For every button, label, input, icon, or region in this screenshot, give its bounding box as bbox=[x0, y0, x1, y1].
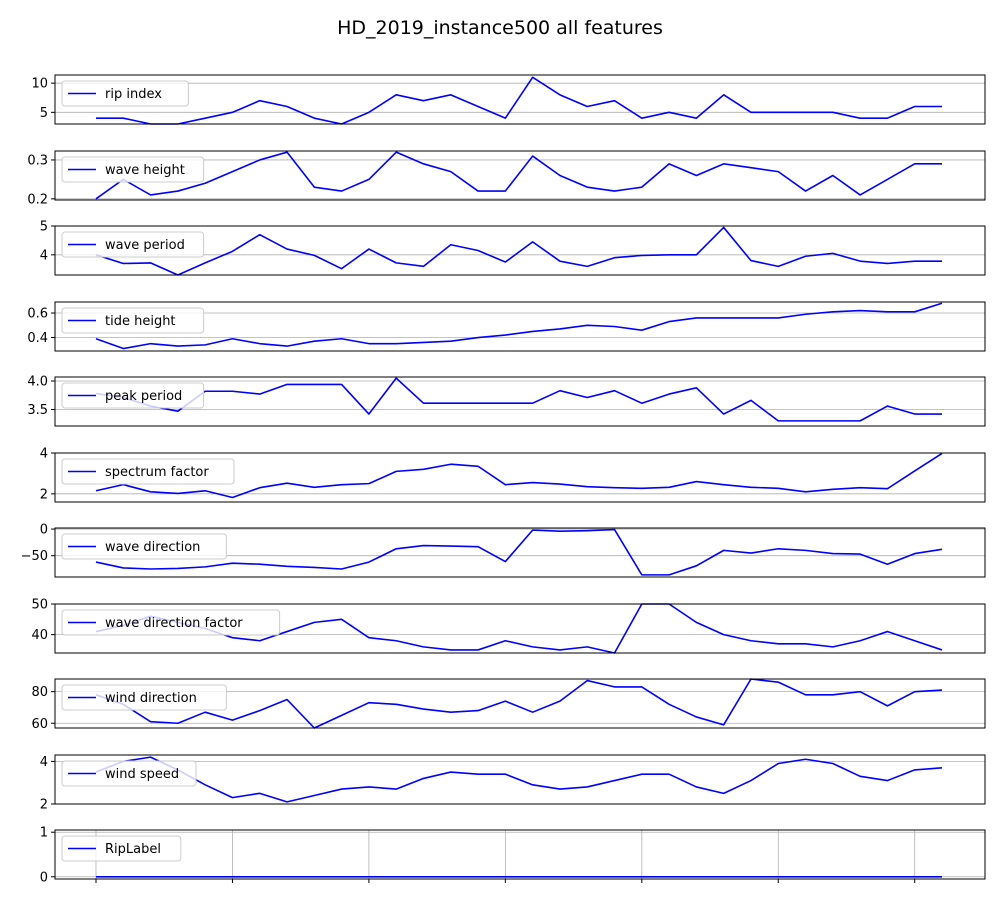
legend-label: peak period bbox=[105, 389, 182, 404]
series-line bbox=[95, 302, 943, 350]
y-tick-label: 0.2 bbox=[27, 192, 48, 207]
y-tick-label: 4 bbox=[40, 248, 48, 263]
panel-peak-period: 3.5 4.0 peak period bbox=[27, 374, 986, 427]
series-line bbox=[96, 76, 942, 125]
axes-frame bbox=[54, 754, 986, 805]
axes-frame bbox=[54, 452, 986, 503]
panel-tide-height: 0.4 0.6 tide height bbox=[27, 301, 986, 352]
y-tick-label: 1 bbox=[40, 826, 48, 841]
panel-wave-direction: −50 0 wave direction bbox=[21, 523, 986, 578]
y-tick-label: −50 bbox=[21, 549, 48, 564]
y-tick-label: 0.4 bbox=[27, 331, 48, 346]
axes-frame bbox=[54, 829, 986, 880]
legend-box bbox=[61, 533, 227, 560]
panel-riplabel: 0 1 RipLabel bbox=[40, 826, 986, 885]
series-line bbox=[95, 377, 942, 422]
panel-wave-direction-factor: 40 50 wave direction factor bbox=[31, 598, 986, 654]
axes-frame bbox=[54, 301, 986, 352]
series-line bbox=[95, 678, 943, 729]
y-tick-label: 4 bbox=[40, 447, 48, 462]
y-tick-label: 0.6 bbox=[27, 307, 48, 322]
legend-box bbox=[61, 458, 235, 485]
series-line bbox=[95, 603, 943, 654]
legend-box bbox=[61, 835, 182, 862]
y-tick-label: 10 bbox=[31, 77, 48, 92]
legend-label: wind speed bbox=[105, 767, 179, 782]
y-tick-label: 5 bbox=[40, 220, 48, 235]
legend-box bbox=[61, 382, 205, 409]
legend-label: wave direction bbox=[105, 540, 200, 555]
y-tick-label: 5 bbox=[40, 106, 48, 121]
y-tick-label: 80 bbox=[31, 685, 48, 700]
legend-label: wave direction factor bbox=[105, 616, 243, 631]
axes-frame bbox=[54, 527, 986, 578]
y-tick-label: 0.3 bbox=[27, 153, 48, 168]
y-tick-label: 2 bbox=[40, 487, 48, 502]
y-tick-label: 50 bbox=[31, 598, 48, 613]
chart-title: HD_2019_instance500 all features bbox=[337, 17, 663, 39]
panel-spectrum-factor: 2 4 spectrum factor bbox=[40, 447, 986, 503]
legend-label: wind direction bbox=[105, 691, 197, 706]
y-tick-label: 4 bbox=[40, 755, 48, 770]
y-tick-label: 60 bbox=[31, 717, 48, 732]
axes-frame bbox=[54, 150, 986, 201]
legend-box bbox=[61, 684, 227, 711]
panel-wind-speed: 2 4 wind speed bbox=[40, 754, 986, 813]
legend-box bbox=[61, 307, 205, 334]
series-line bbox=[95, 151, 942, 200]
y-tick-label: 40 bbox=[31, 628, 48, 643]
series-line bbox=[95, 452, 943, 499]
series-line bbox=[95, 756, 943, 803]
legend-box bbox=[61, 156, 205, 183]
legend-label: spectrum factor bbox=[105, 465, 209, 480]
axes-frame bbox=[54, 376, 986, 427]
panel-rip-index: 5 10 rip index bbox=[31, 74, 986, 125]
panel-wave-height: 0.2 0.3 wave height bbox=[27, 150, 986, 207]
y-tick-label: 0 bbox=[40, 523, 48, 538]
legend-box bbox=[61, 231, 205, 258]
y-tick-label: 3.5 bbox=[27, 403, 48, 418]
series-line bbox=[95, 528, 943, 576]
y-tick-label: 4.0 bbox=[27, 374, 48, 389]
legend-label: wave height bbox=[105, 163, 185, 178]
panel-wave-period: 4 5 wave period bbox=[40, 220, 986, 276]
axes-frame bbox=[54, 225, 986, 276]
legend-label: rip index bbox=[105, 87, 162, 102]
legend-label: tide height bbox=[105, 314, 176, 329]
legend-box bbox=[61, 760, 197, 787]
axes-frame bbox=[54, 74, 986, 125]
axes-frame bbox=[54, 603, 986, 654]
y-tick-label: 0 bbox=[40, 870, 48, 885]
axes-frame bbox=[54, 678, 986, 729]
legend-label: RipLabel bbox=[105, 842, 161, 857]
legend-box bbox=[61, 80, 189, 107]
panel-wind-direction: 60 80 wind direction bbox=[31, 678, 986, 732]
legend-label: wave period bbox=[105, 238, 185, 253]
legend-box bbox=[61, 609, 281, 636]
y-tick-label: 2 bbox=[40, 798, 48, 813]
series-line bbox=[95, 226, 942, 276]
